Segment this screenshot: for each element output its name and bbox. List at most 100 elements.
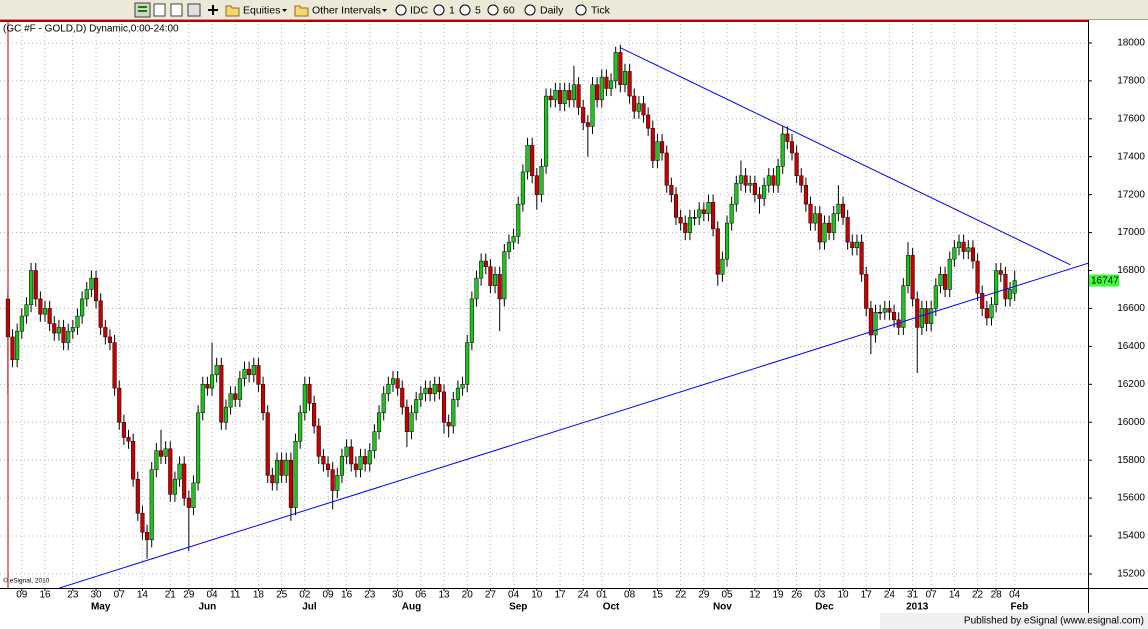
month-label: Oct: [603, 602, 620, 613]
candle-body: [223, 406, 229, 423]
candle-body: [24, 304, 29, 317]
icon-interval[interactable]: [575, 4, 587, 16]
candle-body: [441, 391, 447, 423]
x-tick-label: 19: [773, 590, 785, 601]
candle-body: [956, 241, 962, 249]
candle-body: [506, 241, 512, 252]
candle-body: [93, 277, 99, 302]
x-tick-label: 15: [652, 590, 664, 601]
plot-area: [5, 44, 1088, 588]
icon-plus[interactable]: [208, 5, 218, 15]
x-tick-label: 13: [438, 590, 450, 601]
candle-body: [493, 274, 498, 286]
candle-body: [571, 84, 576, 101]
candle-body: [247, 368, 252, 376]
icon-glyph: [138, 10, 147, 12]
y-tick-label: 18000: [1117, 38, 1145, 49]
candle-body: [395, 378, 400, 389]
candle-body: [590, 84, 595, 127]
toolbar-item[interactable]: 1: [449, 4, 455, 16]
x-tick-label: 30: [392, 590, 404, 601]
toolbar-item[interactable]: Daily: [540, 4, 564, 16]
candle-body: [636, 103, 641, 112]
candle-body: [233, 393, 238, 400]
toolbar-item[interactable]: Equities: [243, 4, 280, 16]
candle-body: [219, 365, 224, 423]
toolbar-item[interactable]: 5: [475, 4, 481, 16]
candle-body: [762, 184, 767, 199]
x-tick-label: 10: [531, 590, 543, 601]
candle-body: [780, 133, 785, 167]
candle-body: [70, 327, 75, 332]
candle-body: [293, 440, 298, 508]
candle-body: [344, 446, 349, 457]
candle-body: [251, 365, 256, 376]
icon-button[interactable]: [187, 3, 201, 17]
candle-body: [882, 308, 887, 313]
candle-body: [126, 437, 131, 442]
candle-body: [604, 76, 609, 89]
candle-body: [321, 456, 326, 465]
candle-body: [892, 311, 897, 321]
candle-body: [52, 323, 57, 334]
icon-interval[interactable]: [524, 4, 536, 16]
candle-body: [488, 266, 493, 286]
icon-button[interactable]: [170, 3, 183, 17]
month-label: May: [91, 602, 111, 613]
icon-interval[interactable]: [459, 4, 471, 16]
icon-button[interactable]: [153, 3, 166, 17]
candle-body: [474, 277, 479, 300]
x-tick-label: 16: [341, 590, 353, 601]
candle-body: [209, 374, 215, 389]
candle-body: [29, 270, 34, 305]
month-label: Feb: [1010, 602, 1028, 613]
x-tick-label: 30: [90, 590, 102, 601]
x-tick-label: 29: [698, 590, 710, 601]
candle-body: [794, 152, 799, 176]
candle-body: [706, 202, 711, 214]
candle-body: [38, 298, 43, 315]
candle-body: [813, 213, 818, 224]
candle-body: [827, 222, 832, 233]
candle-body: [349, 446, 354, 465]
candle-body: [581, 107, 586, 123]
toolbar-item[interactable]: 60: [503, 4, 515, 16]
icon-interval[interactable]: [487, 4, 499, 16]
candle-body: [312, 403, 317, 427]
candle-body: [33, 270, 38, 300]
candle-body: [608, 80, 614, 89]
candle-body: [168, 448, 173, 495]
candle-body: [511, 236, 516, 243]
candle-body: [776, 165, 781, 186]
candle-body: [701, 209, 706, 214]
toolbar-item[interactable]: Tick: [591, 4, 611, 16]
x-tick-label: 01: [596, 590, 608, 601]
toolbar-item[interactable]: Other Intervals: [312, 4, 381, 16]
toolbar-item[interactable]: IDC: [410, 4, 429, 16]
icon-dropdown[interactable]: [282, 9, 287, 12]
candle-body: [469, 298, 474, 343]
icon-folder[interactable]: [225, 5, 240, 17]
month-label: Nov: [713, 602, 732, 613]
candle-body: [715, 228, 720, 275]
candle-body: [915, 298, 920, 328]
y-tick-label: 16600: [1117, 303, 1145, 314]
x-tick-label: 24: [578, 590, 590, 601]
candle-body: [274, 459, 280, 484]
candle-body: [799, 175, 804, 186]
x-tick-label: 05: [721, 590, 733, 601]
candle-body: [933, 285, 938, 309]
candle-body: [288, 459, 293, 508]
candle-body: [377, 412, 382, 432]
icon-interval[interactable]: [433, 4, 445, 16]
candle-body: [548, 95, 553, 101]
icon-folder[interactable]: [294, 5, 309, 17]
candle-body: [414, 399, 419, 414]
candle-body: [673, 194, 679, 218]
icon-symbol[interactable]: [395, 4, 407, 16]
icon-dropdown[interactable]: [382, 9, 387, 12]
candle-body: [678, 217, 683, 224]
candle-body: [409, 412, 414, 432]
candle-body: [66, 330, 71, 343]
candle-body: [75, 315, 80, 328]
